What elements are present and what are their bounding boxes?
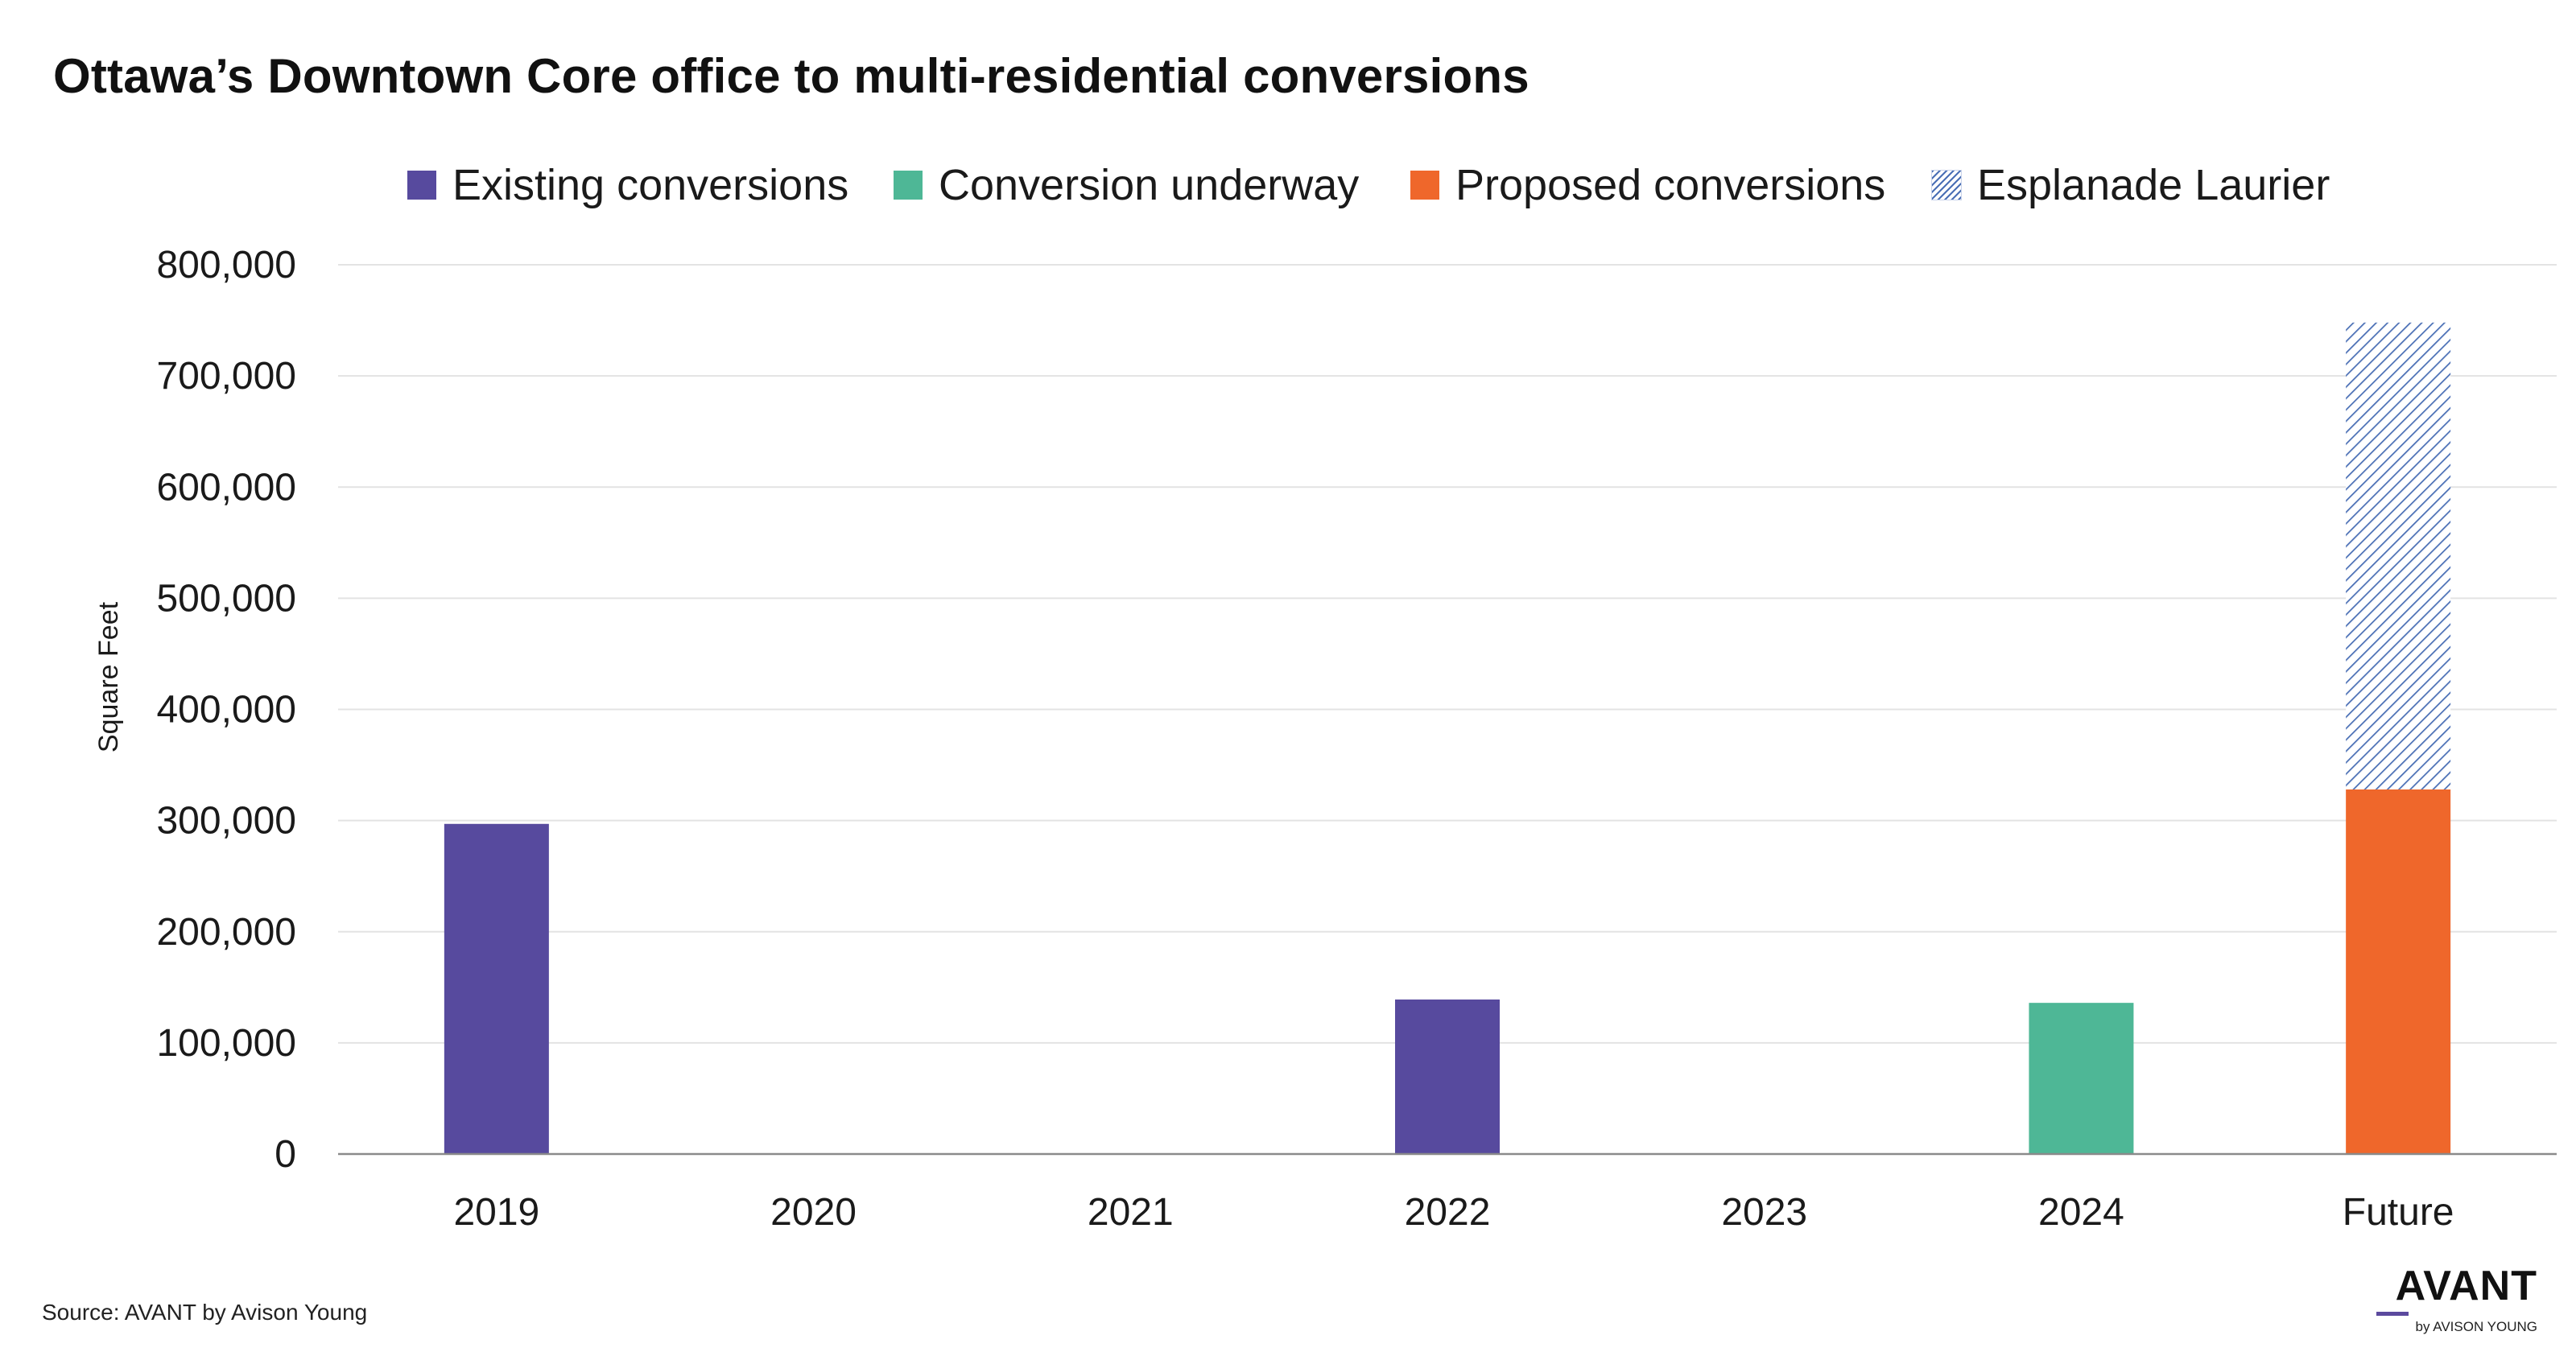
- legend-swatch: [1410, 171, 1439, 200]
- legend-item-esplanade-laurier: Esplanade Laurier: [1931, 153, 2330, 217]
- y-tick-label: 0: [275, 1133, 296, 1176]
- chart-title: Ottawa’s Downtown Core office to multi-r…: [53, 49, 1530, 103]
- bar-2022-existing-conversions: [1395, 1000, 1500, 1154]
- brand-accent-bar: [2376, 1312, 2409, 1316]
- brand-subtitle: by AVISON YOUNG: [2415, 1319, 2537, 1334]
- y-tick-label: 500,000: [156, 577, 296, 620]
- x-tick-label: Future: [2343, 1191, 2454, 1234]
- source-note: Source: AVANT by Avison Young: [42, 1300, 368, 1325]
- legend-swatch: [407, 171, 436, 200]
- bar-2019-existing-conversions: [444, 823, 549, 1154]
- x-tick-label: 2019: [453, 1191, 539, 1234]
- legend-swatch: [1931, 170, 1962, 200]
- legend-swatch: [894, 171, 923, 200]
- y-tick-label: 100,000: [156, 1022, 296, 1065]
- brand-name: AVANT: [2395, 1263, 2537, 1309]
- legend-label: Esplanade Laurier: [1977, 161, 2330, 209]
- legend-item-existing-conversions: Existing conversions: [407, 153, 848, 217]
- x-tick-label: 2023: [1721, 1191, 1807, 1234]
- legend-label: Proposed conversions: [1455, 161, 1886, 209]
- y-tick-label: 400,000: [156, 689, 296, 732]
- legend-item-conversion-underway: Conversion underway: [894, 153, 1359, 217]
- y-tick-label: 600,000: [156, 466, 296, 509]
- bar-future-proposed-conversions: [2346, 789, 2451, 1154]
- x-tick-label: 2024: [2038, 1191, 2124, 1234]
- y-axis-title: Square Feet: [93, 601, 124, 752]
- x-tick-label: 2020: [770, 1191, 857, 1234]
- x-tick-label: 2022: [1405, 1191, 1491, 1234]
- bar-future-esplanade-laurier: [2346, 322, 2451, 789]
- x-tick-label: 2021: [1088, 1191, 1174, 1234]
- brand-logo: AVANT by AVISON YOUNG: [2376, 1263, 2537, 1336]
- chart-legend: Existing conversions Conversion underway P…: [0, 153, 2576, 217]
- y-tick-label: 800,000: [156, 244, 296, 286]
- bar-2024-conversion-underway: [2029, 1003, 2134, 1154]
- y-tick-label: 200,000: [156, 911, 296, 954]
- legend-item-proposed-conversions: Proposed conversions: [1410, 153, 1885, 217]
- legend-label: Conversion underway: [939, 161, 1360, 209]
- y-tick-label: 300,000: [156, 800, 296, 843]
- legend-label: Existing conversions: [452, 161, 849, 209]
- y-tick-label: 700,000: [156, 355, 296, 398]
